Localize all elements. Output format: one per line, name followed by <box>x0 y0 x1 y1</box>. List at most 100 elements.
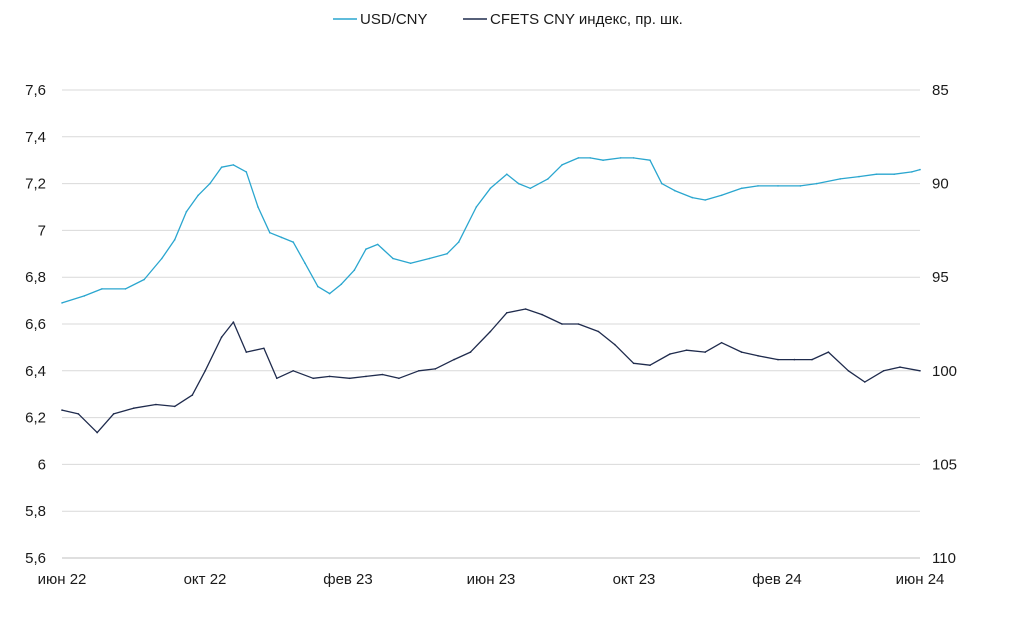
right-tick-label: 105 <box>932 456 957 473</box>
data-point <box>517 182 520 185</box>
data-point <box>173 239 176 241</box>
data-point <box>457 241 460 243</box>
data-point <box>263 347 265 350</box>
grid-lines <box>62 89 920 559</box>
data-point <box>280 236 283 239</box>
data-point <box>704 199 706 201</box>
data-point <box>292 370 295 372</box>
data-point <box>815 182 818 185</box>
left-tick-label: 6,8 <box>25 269 46 286</box>
data-point <box>777 185 779 187</box>
data-point <box>614 343 616 346</box>
data-point <box>911 171 913 173</box>
data-point <box>191 394 194 396</box>
data-point <box>112 413 115 415</box>
data-point <box>269 231 271 234</box>
left-tick-label: 5,6 <box>25 550 46 567</box>
data-point <box>245 351 248 353</box>
data-point <box>893 173 895 175</box>
data-point <box>328 292 331 295</box>
right-tick-label: 95 <box>932 269 949 286</box>
left-tick-label: 6,2 <box>25 410 46 427</box>
x-tick-label: фев 24 <box>752 571 802 588</box>
data-point <box>348 377 351 380</box>
data-point <box>83 295 86 297</box>
data-point <box>757 355 759 357</box>
data-point <box>304 262 306 265</box>
data-point <box>561 164 563 166</box>
legend-label: USD/CNY <box>360 11 428 28</box>
x-tick-label: окт 22 <box>184 571 227 588</box>
data-point <box>96 431 98 434</box>
data-point <box>489 187 492 190</box>
right-tick-label: 110 <box>932 550 956 567</box>
data-point <box>875 173 878 175</box>
right-axis: 85 90 95 100 105 110 <box>932 82 957 567</box>
data-point <box>757 185 759 187</box>
data-point <box>673 189 676 192</box>
data-point <box>209 182 211 185</box>
series-line-cfets <box>61 308 921 434</box>
data-point <box>740 351 743 353</box>
x-axis: июн 22 окт 22 фев 23 июн 23 окт 23 фев 24 июн … <box>38 571 945 588</box>
data-point <box>899 366 901 368</box>
data-point <box>577 157 580 159</box>
data-point <box>632 157 635 159</box>
data-point <box>720 194 723 197</box>
data-point <box>649 159 651 161</box>
data-point <box>864 381 866 383</box>
data-point <box>529 187 532 190</box>
data-point <box>919 370 921 372</box>
data-point <box>434 368 437 370</box>
data-point <box>453 358 455 361</box>
left-tick-label: 5,8 <box>25 503 46 520</box>
data-point <box>61 409 63 411</box>
data-point <box>632 362 635 365</box>
legend: USD/CNY CFETS CNY индекс, пр. шк. <box>333 11 683 28</box>
data-point <box>475 206 478 208</box>
data-point <box>561 323 563 325</box>
data-point <box>506 312 508 314</box>
data-point <box>257 206 259 208</box>
x-tick-label: фев 23 <box>323 571 373 588</box>
data-point <box>446 253 448 255</box>
data-point <box>589 157 591 159</box>
right-tick-label: 90 <box>932 176 949 193</box>
data-point <box>418 370 420 372</box>
data-point <box>409 262 412 265</box>
left-axis: 7,6 7,4 7,2 7 6,8 6,6 6,4 6,2 6 5,8 5,6 <box>25 82 46 567</box>
data-point <box>619 157 622 159</box>
data-point <box>827 351 830 353</box>
x-tick-label: июн 22 <box>38 571 87 588</box>
data-point <box>173 405 176 408</box>
data-point <box>77 413 80 415</box>
left-tick-label: 7,4 <box>25 129 46 146</box>
data-point <box>197 194 199 197</box>
data-point <box>793 358 796 361</box>
data-point <box>777 358 779 361</box>
left-tick-label: 7,2 <box>25 176 46 193</box>
data-point <box>376 243 379 246</box>
data-point <box>506 173 508 175</box>
data-point <box>353 269 356 272</box>
series-line-usd-cny <box>61 157 921 304</box>
right-tick-label: 100 <box>932 363 957 380</box>
data-point <box>312 377 315 380</box>
data-point <box>398 377 400 380</box>
data-point <box>669 353 671 355</box>
data-point <box>541 313 543 316</box>
data-point <box>292 241 295 243</box>
data-point <box>124 288 127 290</box>
data-point <box>317 285 319 288</box>
left-tick-label: 6,4 <box>25 363 46 380</box>
data-point <box>220 166 223 168</box>
data-point <box>691 196 694 199</box>
data-point <box>276 377 278 380</box>
data-point <box>101 288 103 290</box>
data-point <box>858 175 860 178</box>
data-point <box>577 323 580 325</box>
data-point <box>839 178 841 180</box>
x-tick-label: июн 24 <box>896 571 945 588</box>
data-point <box>882 370 885 372</box>
